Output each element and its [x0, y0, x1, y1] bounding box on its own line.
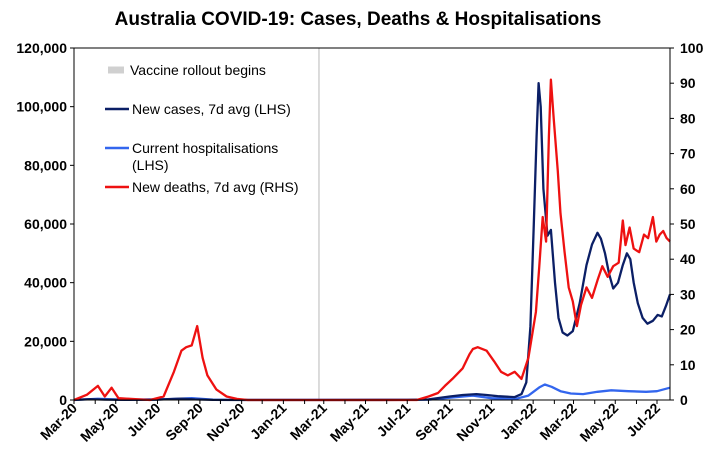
- x-tick-label: Jul-22: [623, 400, 663, 440]
- left-axis: 0 20,000 40,000 60,000 80,000 100,000 120,000: [16, 40, 74, 408]
- right-tick-label: 90: [680, 75, 696, 91]
- right-tick-label: 80: [680, 110, 696, 126]
- legend-label-deaths: New deaths, 7d avg (RHS): [132, 179, 299, 195]
- left-tick-label: 40,000: [24, 275, 67, 291]
- series-line-new-cases: [73, 82, 672, 402]
- x-tick-label: Mar-22: [536, 400, 579, 443]
- left-tick-label: 20,000: [24, 333, 67, 349]
- x-tick-label: May-21: [327, 400, 372, 445]
- left-tick-label: 120,000: [16, 40, 67, 56]
- right-tick-label: 60: [680, 181, 696, 197]
- right-tick-label: 20: [680, 322, 696, 338]
- x-tick-label: Mar-21: [287, 400, 330, 443]
- right-tick-label: 0: [680, 392, 688, 408]
- x-tick-label: Jul-20: [124, 400, 164, 440]
- right-tick-label: 30: [680, 286, 696, 302]
- x-tick-label: Nov-20: [203, 400, 247, 444]
- x-tick-label: Sep-21: [412, 400, 456, 444]
- right-tick-label: 50: [680, 216, 696, 232]
- x-tick-label: Jan-21: [247, 400, 290, 443]
- series-layer: [73, 78, 672, 402]
- left-tick-label: 100,000: [16, 99, 67, 115]
- right-tick-label: 40: [680, 251, 696, 267]
- legend-label-cases: New cases, 7d avg (LHS): [132, 101, 291, 117]
- x-tick-label: Nov-21: [453, 400, 497, 444]
- legend-label-hospitalisations: Current hospitalisations (LHS): [132, 140, 282, 173]
- series-line-new-deaths: [73, 78, 671, 402]
- x-tick-label: May-22: [577, 400, 622, 445]
- right-tick-label: 100: [680, 40, 704, 56]
- x-tick-label: Sep-20: [162, 400, 206, 444]
- x-tick-label: Jul-21: [373, 400, 413, 440]
- legend-label-vaccine: Vaccine rollout begins: [130, 62, 266, 78]
- right-tick-label: 70: [680, 146, 696, 162]
- left-tick-label: 60,000: [24, 216, 67, 232]
- x-tick-label: Jan-22: [497, 400, 540, 443]
- legend: Vaccine rollout begins New cases, 7d avg…: [105, 62, 299, 195]
- chart-title: Australia COVID-19: Cases, Deaths & Hosp…: [115, 9, 602, 30]
- left-tick-label: 80,000: [24, 157, 67, 173]
- x-tick-label: May-20: [77, 400, 122, 445]
- right-tick-label: 10: [680, 357, 696, 373]
- left-tick-label: 0: [59, 392, 67, 408]
- right-axis: 0 10 20 30 40 50 60 70 80 90 100: [670, 40, 704, 408]
